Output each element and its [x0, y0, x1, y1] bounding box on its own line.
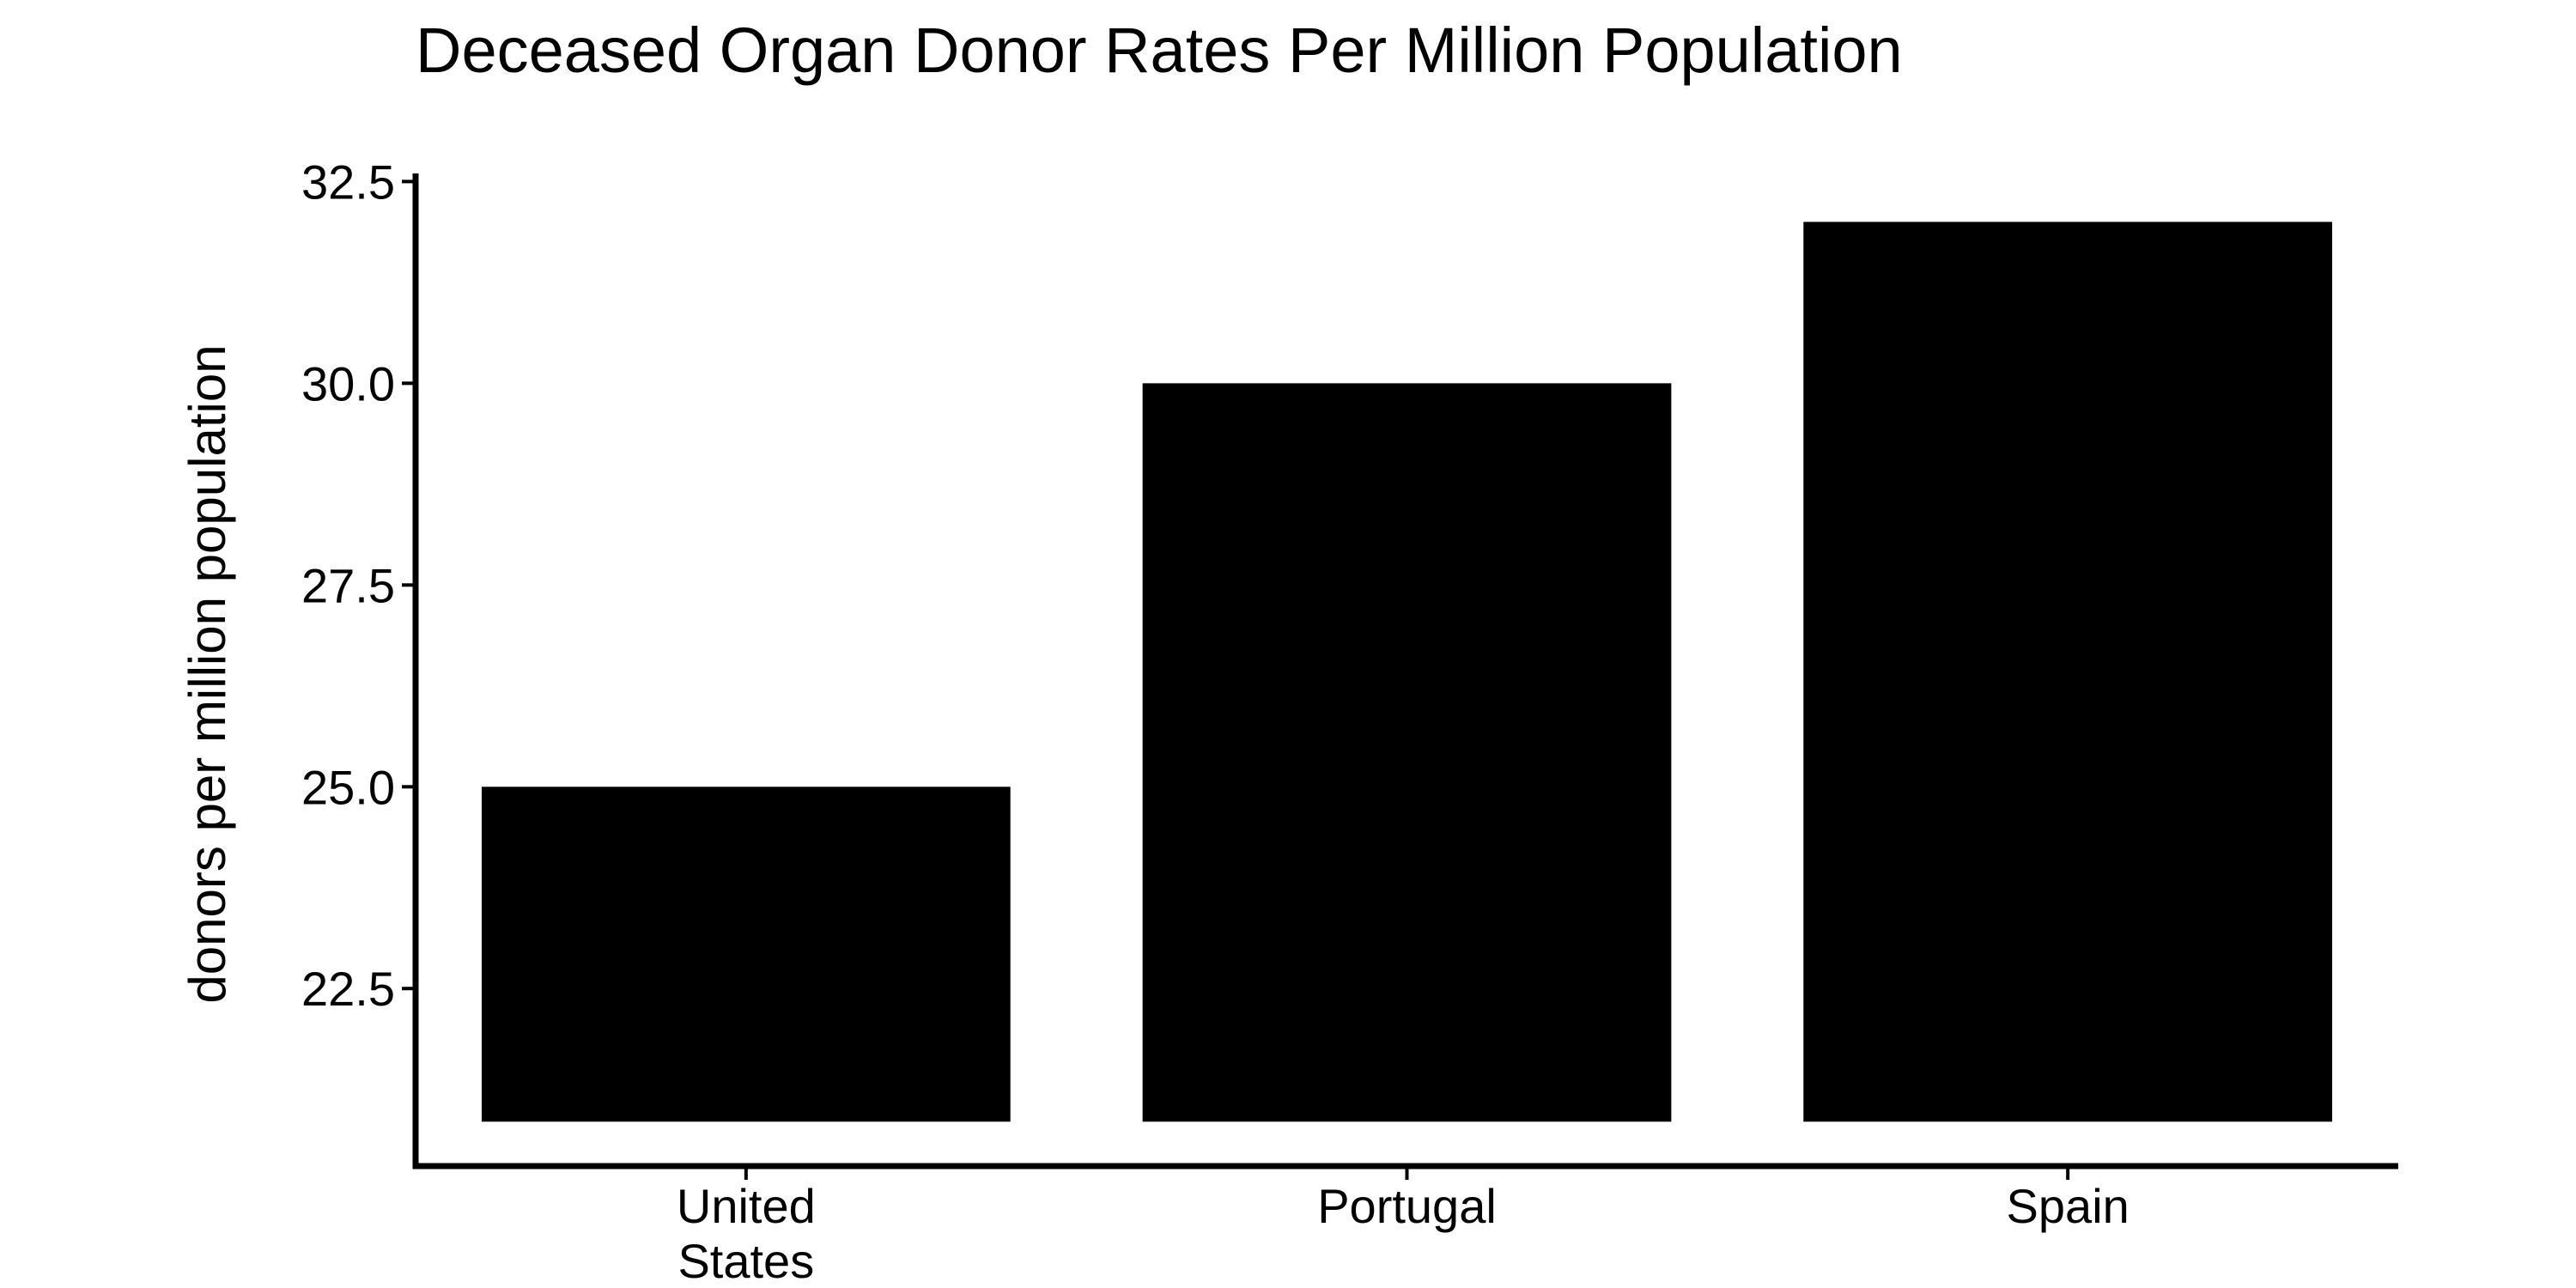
bar-0: [481, 787, 1011, 1122]
y-tick-label-3: 30.0: [301, 356, 395, 410]
x-tick-label-0: United States: [677, 1179, 816, 1288]
y-tick-label-0: 22.5: [301, 962, 395, 1016]
x-tick-label-line: United: [677, 1179, 816, 1233]
y-axis-title: donors per million population: [179, 344, 236, 1003]
x-tick-label-2: Spain: [2007, 1179, 2129, 1233]
x-axis: United States Portugal Spain: [412, 1163, 2398, 1288]
y-tick-label-1: 25.0: [301, 760, 395, 814]
x-tick-label-1: Portugal: [1317, 1179, 1497, 1233]
bar-2: [1803, 222, 2333, 1122]
y-axis: 22.5 25.0 27.5 30.0 32.5: [301, 155, 419, 1170]
y-tick-label-2: 27.5: [301, 558, 395, 612]
y-tick-label-4: 32.5: [301, 155, 395, 209]
x-tick-label-line: Portugal: [1317, 1179, 1497, 1233]
x-tick-label-line: Spain: [2007, 1179, 2129, 1233]
bars-group: [481, 222, 2333, 1122]
chart-title: Deceased Organ Donor Rates Per Million P…: [416, 15, 1903, 86]
x-tick-label-line: States: [677, 1234, 814, 1288]
bar-1: [1142, 383, 1672, 1122]
